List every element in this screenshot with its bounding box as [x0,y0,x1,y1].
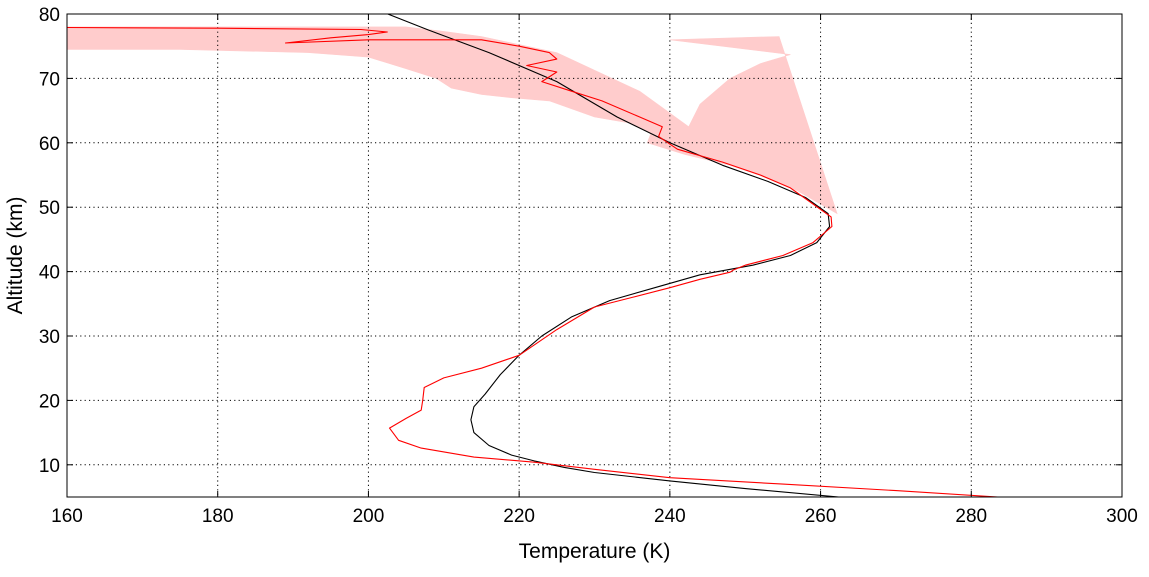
x-tick-label-0: 160 [51,506,83,527]
x-axis-label: Temperature (K) [519,540,671,563]
x-tick-label-6: 280 [955,506,987,527]
y-axis-tick-labels: 10 20 30 40 50 60 70 80 [39,5,60,477]
series-line-0 [386,14,839,497]
x-tick-label-2: 200 [353,506,385,527]
y-tick-label-3: 40 [39,263,60,284]
y-tick-label-5: 60 [39,134,60,155]
series-lines [67,14,998,497]
y-tick-label-6: 70 [39,69,60,90]
series-line-1 [67,26,998,497]
y-tick-label-1: 20 [39,391,60,412]
y-tick-label-4: 50 [39,198,60,219]
plot-area-frame [66,13,1123,498]
x-tick-label-7: 300 [1106,506,1138,527]
x-tick-label-5: 260 [805,506,837,527]
x-tick-label-3: 220 [503,506,535,527]
y-tick-label-7: 80 [39,5,60,26]
y-tick-label-0: 10 [39,456,60,477]
axis-ticks [66,13,1123,497]
uncertainty-band-2 [67,26,838,215]
uncertainty-band-layer [67,26,838,215]
x-tick-label-4: 240 [654,506,686,527]
y-tick-label-2: 30 [39,327,60,348]
x-tick-label-1: 180 [202,506,234,527]
x-axis-tick-labels: 160 180 200 220 240 260 280 300 [51,506,1138,527]
y-axis-label: Altitude (km) [4,197,27,315]
